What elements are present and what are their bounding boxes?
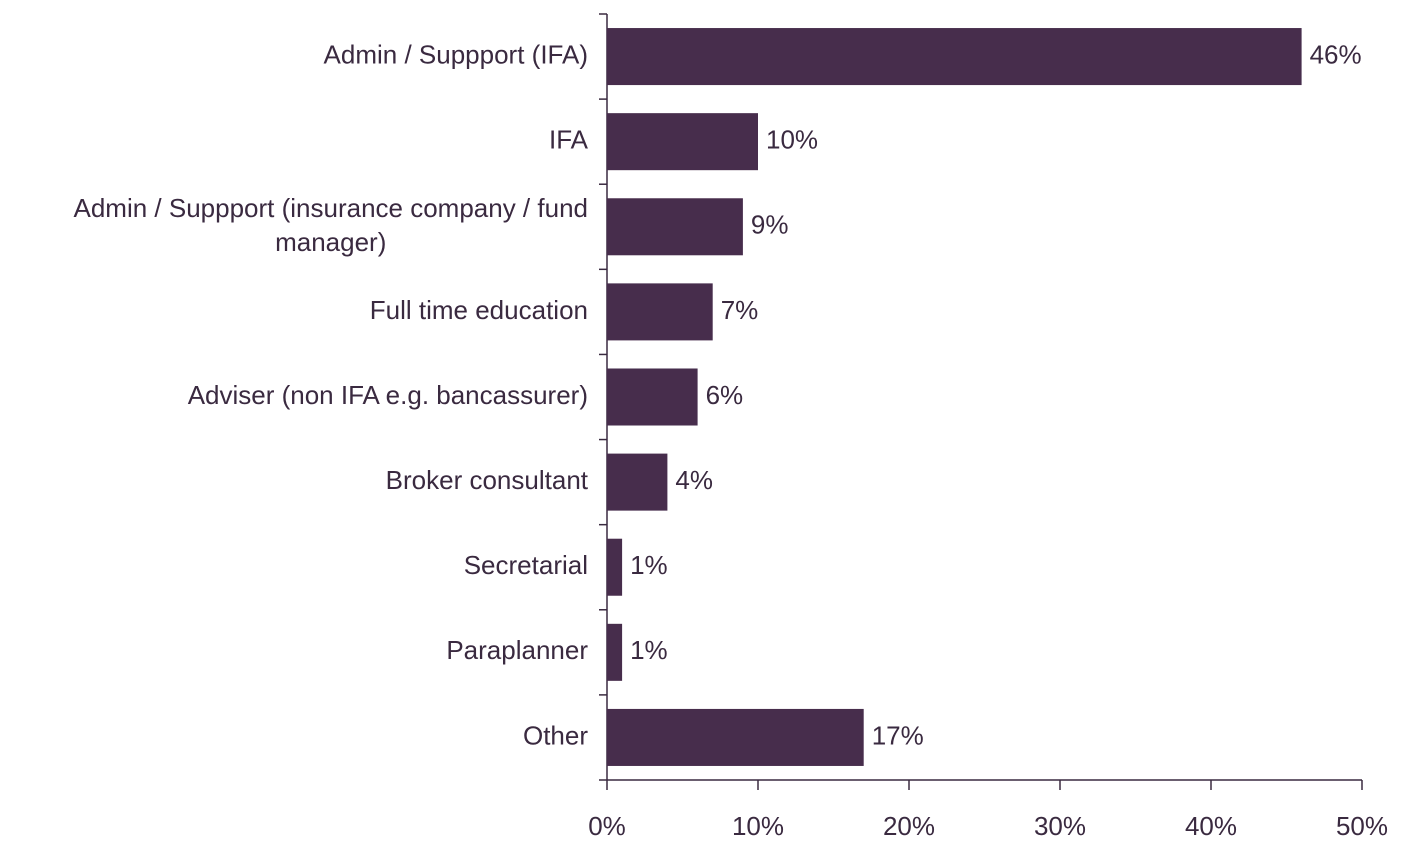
y-tick-label: Admin / Suppport (IFA) [324, 39, 588, 69]
x-tick-label: 10% [732, 811, 784, 841]
bar [607, 453, 668, 511]
data-label: 9% [751, 210, 789, 240]
bar [607, 113, 758, 171]
x-tick-label: 20% [883, 811, 935, 841]
y-tick-label: Admin / Suppport (insurance company / fu… [73, 193, 588, 257]
bar [607, 198, 743, 256]
x-tick-label: 40% [1185, 811, 1237, 841]
bar [607, 283, 713, 341]
y-tick-label: Secretarial [464, 550, 588, 580]
y-tick-label: Full time education [370, 295, 588, 325]
data-label: 10% [766, 125, 818, 155]
data-label: 6% [706, 380, 744, 410]
data-label: 46% [1310, 39, 1362, 69]
data-label: 17% [872, 720, 924, 750]
y-tick-label: Other [523, 720, 588, 750]
data-label: 1% [630, 635, 668, 665]
x-tick-label: 50% [1336, 811, 1388, 841]
x-tick-label: 0% [588, 811, 626, 841]
y-tick-label: Adviser (non IFA e.g. bancassurer) [188, 380, 588, 410]
x-tick-label: 30% [1034, 811, 1086, 841]
y-tick-label: Broker consultant [386, 465, 589, 495]
bar [607, 538, 623, 596]
data-label: 7% [721, 295, 759, 325]
bar [607, 708, 864, 766]
y-tick-label: Paraplanner [446, 635, 588, 665]
y-tick-label: IFA [549, 125, 589, 155]
bar [607, 623, 623, 681]
data-label: 1% [630, 550, 668, 580]
bar [607, 28, 1302, 86]
data-label: 4% [675, 465, 713, 495]
bar [607, 368, 698, 426]
